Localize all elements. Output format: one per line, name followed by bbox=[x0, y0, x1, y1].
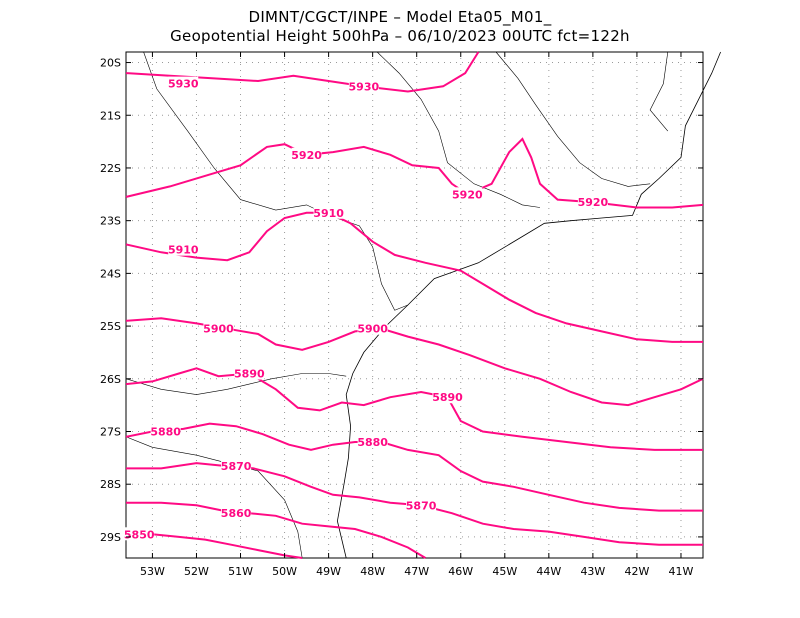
state-border bbox=[125, 373, 347, 395]
lon-tick-label: 48W bbox=[360, 565, 385, 578]
contour-5880 bbox=[125, 422, 703, 512]
lon-tick-label: 53W bbox=[140, 565, 165, 578]
grid-lines bbox=[126, 52, 703, 558]
contour-5930 bbox=[125, 51, 480, 93]
contour-label-bg bbox=[577, 195, 608, 209]
lat-tick-label: 24S bbox=[100, 267, 121, 280]
lon-tick-label: 41W bbox=[669, 565, 694, 578]
contour-label-5920: 5920 bbox=[291, 149, 322, 162]
contour-label-bg bbox=[221, 458, 252, 472]
lon-tick-label: 47W bbox=[404, 565, 429, 578]
lat-tick-label: 23S bbox=[100, 215, 121, 228]
contour-label-5930: 5930 bbox=[349, 80, 380, 93]
contour-label-bg bbox=[406, 498, 437, 512]
contour-label-bg bbox=[452, 187, 483, 201]
contour-label-bg bbox=[168, 242, 199, 256]
contour-label-5880: 5880 bbox=[357, 436, 388, 449]
lat-tick-label: 21S bbox=[100, 109, 121, 122]
map-title-line-1: DIMNT/CGCT/INPE – Model Eta05_M01_ bbox=[248, 8, 552, 26]
contour-label-5890: 5890 bbox=[234, 368, 265, 381]
contour-label-5850: 5850 bbox=[124, 528, 155, 541]
contour-label-bg bbox=[124, 527, 155, 541]
contour-label-5900: 5900 bbox=[357, 323, 388, 336]
contour-label-bg bbox=[348, 79, 379, 93]
contour-label-5890: 5890 bbox=[432, 391, 463, 404]
lat-tick-label: 20S bbox=[100, 57, 121, 70]
contour-5910 bbox=[125, 211, 703, 343]
contour-label-5910: 5910 bbox=[168, 244, 199, 257]
contour-labels: 5930 5930 5920 5920 5920 5910 5910 5900 5900 5890… bbox=[124, 76, 609, 541]
lat-tick-label: 25S bbox=[100, 320, 121, 333]
contour-label-bg bbox=[357, 435, 388, 449]
contour-label-bg bbox=[234, 366, 265, 380]
contour-label-bg bbox=[203, 321, 234, 335]
lon-tick-label: 42W bbox=[624, 565, 649, 578]
lat-tick-label: 26S bbox=[100, 373, 121, 386]
state-borders bbox=[125, 51, 669, 559]
contour-label-5910: 5910 bbox=[313, 207, 344, 220]
lon-tick-label: 51W bbox=[228, 565, 253, 578]
lat-tick-label: 27S bbox=[100, 426, 121, 439]
contour-label-5920: 5920 bbox=[578, 196, 609, 209]
contour-label-5870: 5870 bbox=[221, 460, 252, 473]
contour-label-bg bbox=[150, 424, 181, 438]
contour-label-bg bbox=[291, 147, 322, 161]
lon-tick-label: 52W bbox=[184, 565, 209, 578]
state-border bbox=[649, 51, 669, 132]
contour-5860 bbox=[126, 501, 427, 559]
contour-label-5860: 5860 bbox=[221, 507, 252, 520]
coastline bbox=[336, 51, 721, 559]
lat-tick-label: 29S bbox=[100, 531, 121, 544]
contour-label-bg bbox=[313, 205, 344, 219]
contour-label-5900: 5900 bbox=[203, 323, 234, 336]
contour-label-bg bbox=[432, 390, 463, 404]
lon-tick-label: 43W bbox=[580, 565, 605, 578]
lon-tick-label: 46W bbox=[448, 565, 473, 578]
state-border bbox=[143, 51, 409, 311]
lon-tick-label: 50W bbox=[272, 565, 297, 578]
contour-label-5930: 5930 bbox=[168, 78, 199, 91]
contour-5900 bbox=[125, 317, 704, 407]
axis-ticks: 20S 21S 22S 23S 24S 25S 26S 27S 28S 29S 53W 52W 51W 5… bbox=[100, 52, 703, 578]
state-border bbox=[495, 51, 651, 187]
contour-5890 bbox=[125, 367, 703, 451]
lat-tick-label: 28S bbox=[100, 478, 121, 491]
contour-5920 bbox=[125, 137, 704, 209]
map-title-line-2: Geopotential Height 500hPa – 06/10/2023 … bbox=[170, 27, 630, 45]
coastline-path bbox=[336, 51, 721, 559]
lon-tick-label: 49W bbox=[316, 565, 341, 578]
contour-label-5880: 5880 bbox=[150, 426, 181, 439]
height-contours bbox=[125, 51, 704, 559]
lon-tick-label: 44W bbox=[536, 565, 561, 578]
state-border bbox=[376, 51, 541, 208]
contour-label-bg bbox=[357, 321, 388, 335]
lat-tick-label: 22S bbox=[100, 162, 121, 175]
contour-5850 bbox=[126, 533, 303, 559]
contour-label-5920: 5920 bbox=[452, 188, 483, 201]
lon-tick-label: 45W bbox=[492, 565, 517, 578]
contour-label-bg bbox=[221, 506, 252, 520]
contour-label-5870: 5870 bbox=[406, 499, 437, 512]
map-frame bbox=[125, 51, 704, 559]
contour-label-bg bbox=[168, 76, 199, 90]
